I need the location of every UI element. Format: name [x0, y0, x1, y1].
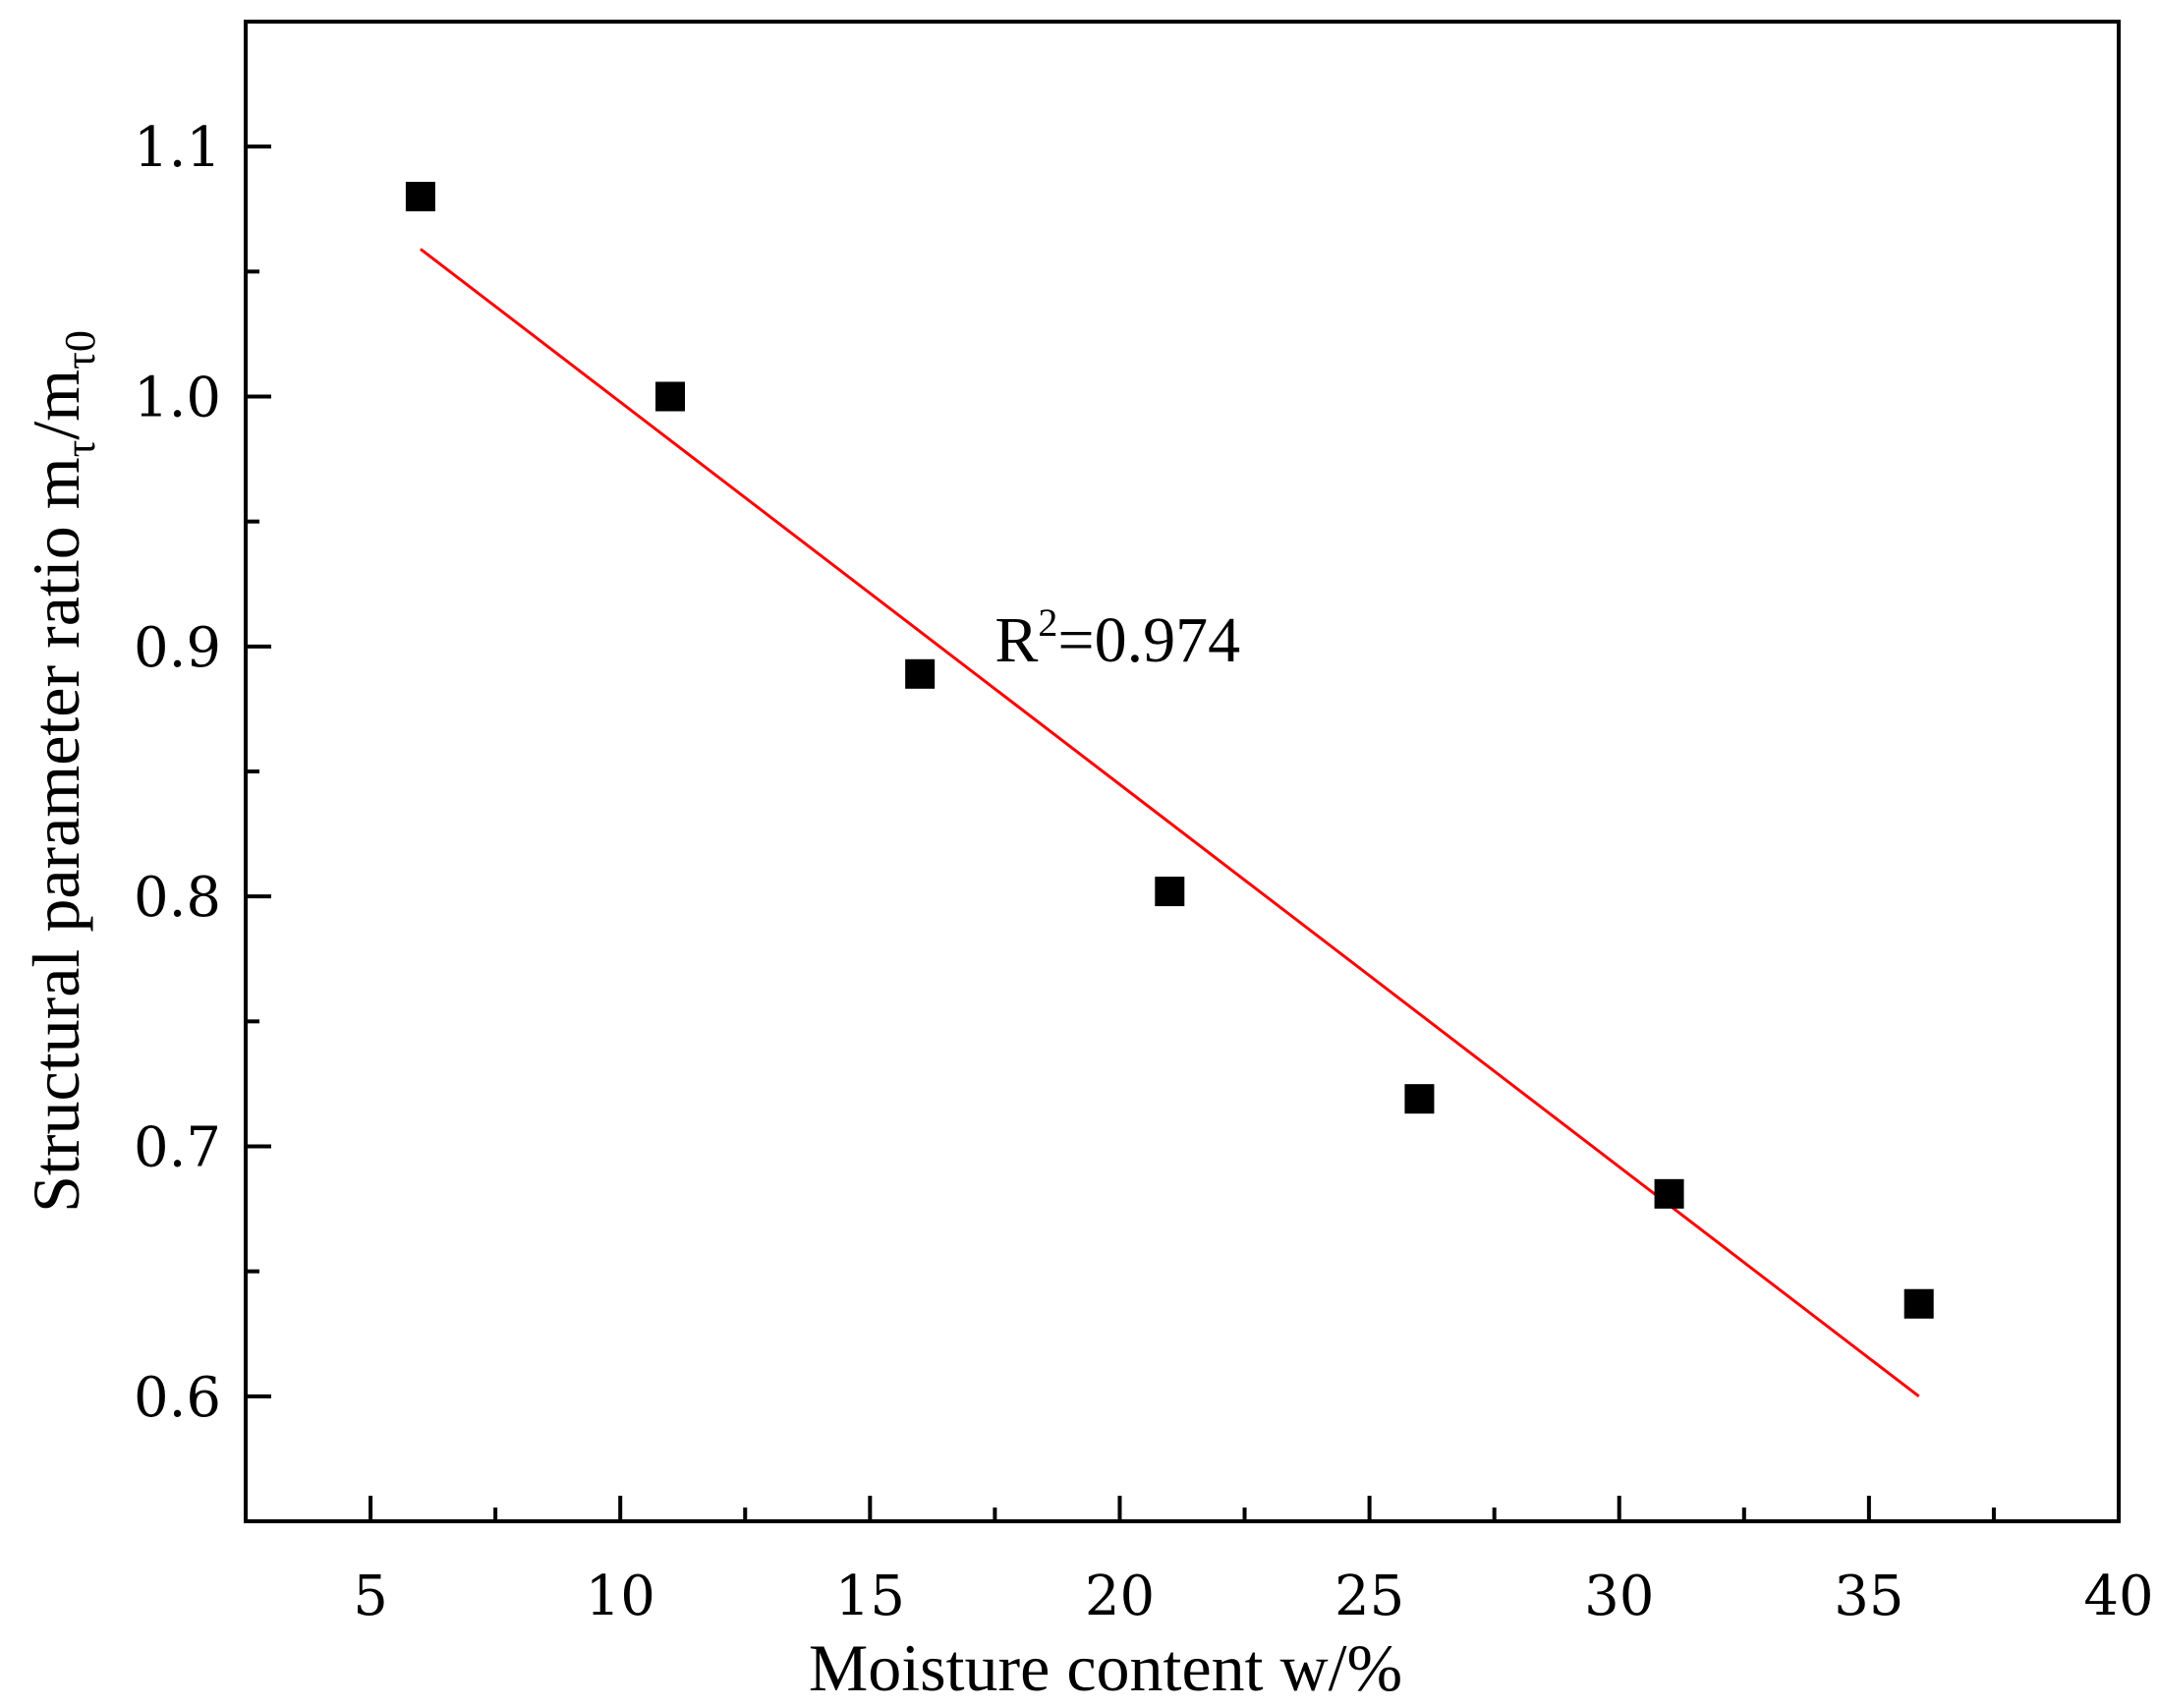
y-tick-label: 1.0 — [134, 367, 221, 430]
y-tick-label: 1.1 — [134, 116, 221, 180]
y-tick-label: 0.8 — [134, 866, 221, 930]
y-axis-title-gap — [19, 509, 93, 526]
y-tick-label: 0.9 — [134, 616, 221, 680]
r-squared-annotation: R2=0.974 — [994, 600, 1240, 676]
plot-frame — [244, 20, 2121, 1523]
x-tick-label: 30 — [1584, 1565, 1654, 1628]
x-tick-label: 25 — [1335, 1565, 1404, 1628]
annotation-superscript: 2 — [1038, 600, 1057, 645]
annotation-base: R — [994, 604, 1038, 676]
y-axis-ticks: 0.6 0.7 0.8 0.9 1.0 1.1 — [134, 116, 271, 1430]
data-points-layer — [405, 182, 1934, 1319]
y-axis-title-main: Structural parameter ratio — [19, 526, 93, 1213]
x-axis-title: Moisture content w/% — [809, 1630, 1402, 1705]
data-point — [655, 381, 686, 412]
fit-line-layer — [419, 248, 1920, 1398]
data-point — [1155, 877, 1185, 907]
data-point — [905, 658, 936, 689]
x-tick-label: 10 — [586, 1565, 655, 1628]
x-tick-label: 20 — [1085, 1565, 1155, 1628]
data-point — [1404, 1084, 1435, 1114]
y-tick-label: 0.7 — [134, 1116, 221, 1180]
x-tick-label: 15 — [835, 1565, 905, 1628]
x-axis-ticks: 5 10 15 20 25 30 35 40 — [353, 1496, 2154, 1628]
x-tick-label: 5 — [353, 1565, 388, 1628]
x-tick-label: 35 — [1834, 1565, 1903, 1628]
y-axis-title-sub2: τ0 — [56, 330, 104, 370]
x-tick-label: 40 — [2083, 1565, 2153, 1628]
fit-line — [419, 248, 1920, 1398]
data-point — [1903, 1288, 1934, 1319]
data-point — [1654, 1178, 1684, 1209]
y-axis-title-m2: m — [19, 370, 93, 422]
data-point — [405, 182, 435, 212]
y-tick-label: 0.6 — [134, 1366, 221, 1430]
y-axis-title-slash: / — [19, 422, 93, 440]
y-axis-title: Structural parameter ratio mτ/mτ0 — [19, 330, 104, 1213]
annotation-value: =0.974 — [1057, 604, 1240, 676]
y-axis-title-m1: m — [19, 457, 93, 509]
y-axis-title-sub1: τ — [56, 440, 104, 458]
